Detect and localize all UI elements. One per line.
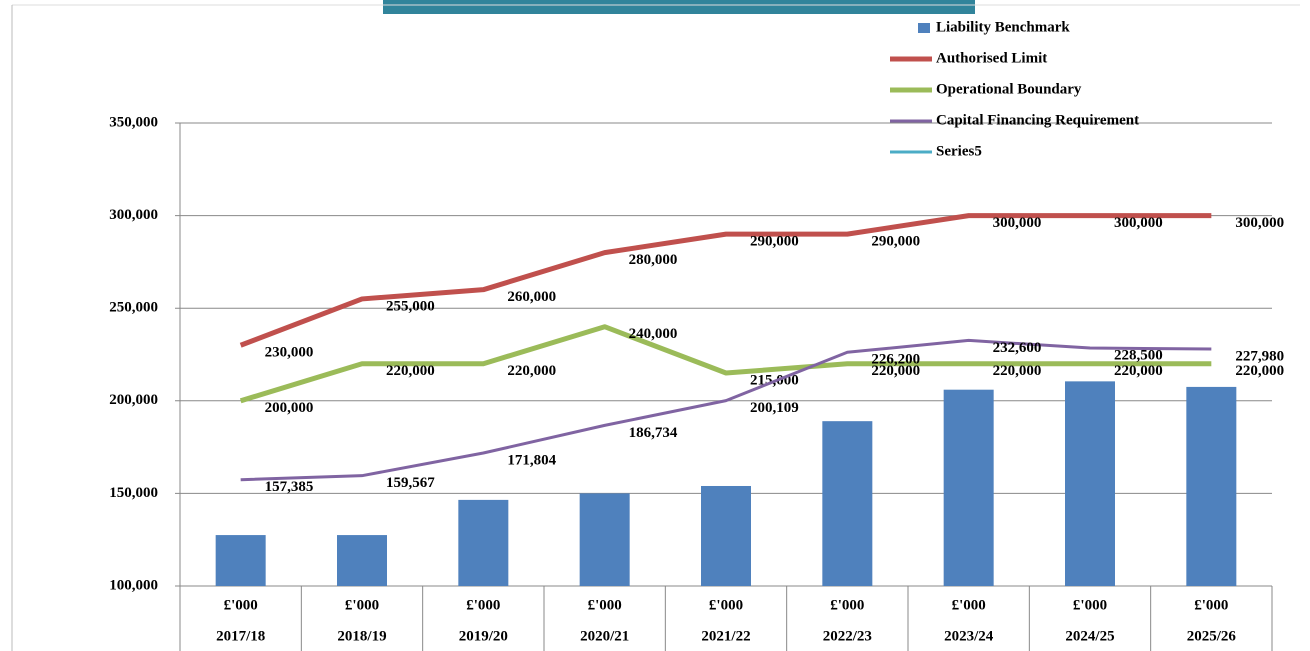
x-tick-label: 2021/22 — [701, 628, 750, 644]
data-label: 220,000 — [993, 363, 1042, 379]
data-label: 226,200 — [871, 352, 920, 368]
bar — [822, 421, 873, 586]
x-tick-label: 2019/20 — [459, 628, 508, 644]
data-label: 280,000 — [629, 252, 678, 268]
line — [240, 338, 1212, 482]
legend-label: Operational Boundary — [936, 81, 1082, 97]
x-tick-label: 2025/26 — [1187, 628, 1237, 644]
bar — [337, 535, 387, 586]
bar — [1065, 381, 1115, 586]
x-tick-label: 2017/18 — [216, 628, 265, 644]
y-tick-label: 250,000 — [109, 300, 158, 316]
x-tick-unit: £'000 — [952, 597, 986, 613]
data-label: 200,109 — [750, 400, 799, 416]
x-tick-unit: £'000 — [709, 597, 743, 613]
data-label: 230,000 — [265, 345, 314, 361]
legend-label: Authorised Limit — [936, 50, 1047, 66]
data-label: 255,000 — [386, 298, 435, 314]
data-label: 186,734 — [629, 425, 678, 441]
x-tick-unit: £'000 — [1194, 597, 1228, 613]
legend-label: Capital Financing Requirement — [936, 112, 1139, 128]
data-label: 260,000 — [507, 289, 556, 305]
line — [239, 324, 1212, 404]
x-tick-unit: £'000 — [345, 597, 379, 613]
legend-label: Liability Benchmark — [936, 19, 1070, 35]
x-tick-unit: £'000 — [830, 597, 864, 613]
legend-swatch — [918, 23, 930, 33]
x-tick-label: 2018/19 — [337, 628, 386, 644]
x-tick-label: 2024/25 — [1065, 628, 1114, 644]
x-tick-unit: £'000 — [588, 597, 622, 613]
y-tick-label: 200,000 — [109, 392, 158, 408]
data-label: 240,000 — [629, 326, 678, 342]
data-label: 220,000 — [1114, 363, 1163, 379]
data-label: 171,804 — [507, 452, 556, 468]
data-label: 157,385 — [265, 479, 314, 495]
data-label: 220,000 — [871, 363, 920, 379]
x-tick-label: 2022/23 — [823, 628, 872, 644]
y-tick-label: 300,000 — [109, 207, 158, 223]
title-banner — [383, 0, 975, 14]
x-tick-unit: £'000 — [1073, 597, 1107, 613]
y-tick-label: 350,000 — [109, 114, 158, 130]
line — [239, 213, 1212, 348]
bar — [1186, 386, 1237, 586]
x-tick-unit: £'000 — [224, 597, 258, 613]
bar — [701, 485, 751, 586]
data-label: 300,000 — [1235, 215, 1284, 231]
data-label: 159,567 — [386, 475, 435, 491]
data-label: 220,000 — [1235, 363, 1284, 379]
bar — [215, 535, 266, 586]
data-label: 232,600 — [993, 340, 1042, 356]
bar — [943, 389, 994, 586]
data-label: 290,000 — [871, 234, 920, 250]
x-tick-unit: £'000 — [466, 597, 500, 613]
data-label: 200,000 — [265, 400, 314, 416]
data-label: 220,000 — [386, 363, 435, 379]
bar — [458, 499, 509, 586]
legend-label: Series5 — [936, 143, 982, 159]
data-label: 300,000 — [993, 215, 1042, 231]
y-tick-label: 150,000 — [109, 485, 158, 501]
data-label: 300,000 — [1114, 215, 1163, 231]
data-label: 228,500 — [1114, 347, 1163, 363]
bar — [579, 493, 630, 586]
data-label: 227,980 — [1235, 348, 1284, 364]
x-tick-label: 2020/21 — [580, 628, 629, 644]
x-tick-label: 2023/24 — [944, 628, 994, 644]
data-label: 290,000 — [750, 234, 799, 250]
data-label: 220,000 — [507, 363, 556, 379]
y-tick-label: 100,000 — [109, 577, 158, 593]
